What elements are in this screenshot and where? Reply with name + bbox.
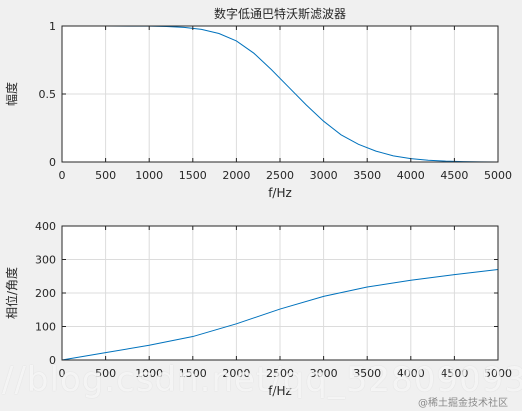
- magnitude-ytick-label-2: 1: [49, 20, 56, 33]
- magnitude-xtick-label-2: 1000: [135, 169, 163, 182]
- magnitude-xtick-label-5: 2500: [266, 169, 294, 182]
- magnitude-ylabel: 幅度: [4, 82, 19, 106]
- phase-xtick-label-2: 1000: [135, 367, 163, 380]
- magnitude-xlabel: f/Hz: [268, 186, 292, 200]
- magnitude-ytick-label-1: 0.5: [39, 88, 57, 101]
- phase-xtick-label-6: 3000: [310, 367, 338, 380]
- magnitude-xtick-label-10: 5000: [484, 169, 512, 182]
- magnitude-xtick-label-4: 2000: [222, 169, 250, 182]
- magnitude-xtick-label-9: 4500: [440, 169, 468, 182]
- magnitude-xtick-label-6: 3000: [310, 169, 338, 182]
- phase-xtick-label-4: 2000: [222, 367, 250, 380]
- phase-xlabel: f/Hz: [268, 384, 292, 398]
- phase-ytick-label-4: 400: [35, 220, 56, 233]
- phase-xtick-label-3: 1500: [179, 367, 207, 380]
- phase-xtick-label-0: 0: [59, 367, 66, 380]
- phase-xtick-label-9: 4500: [440, 367, 468, 380]
- phase-ytick-label-2: 200: [35, 287, 56, 300]
- magnitude-xtick-label-1: 500: [95, 169, 116, 182]
- phase-xtick-label-7: 3500: [353, 367, 381, 380]
- phase-xtick-label-10: 5000: [484, 367, 512, 380]
- phase-ylabel: 相位/角度: [4, 267, 19, 319]
- magnitude-xtick-label-8: 4000: [397, 169, 425, 182]
- phase-xtick-label-1: 500: [95, 367, 116, 380]
- phase-xtick-label-8: 4000: [397, 367, 425, 380]
- magnitude-ytick-label-0: 0: [49, 156, 56, 169]
- magnitude-title: 数字低通巴特沃斯滤波器: [214, 6, 346, 21]
- phase-ytick-label-3: 300: [35, 254, 56, 267]
- magnitude-series-line-0: [62, 25, 499, 163]
- magnitude-xtick-label-7: 3500: [353, 169, 381, 182]
- phase-ytick-label-1: 100: [35, 321, 56, 334]
- magnitude-plot: 0 500 1000 1500 2000 2500 3000 3500 4000 4500 5000…: [4, 6, 512, 200]
- phase-series-line-0: [61, 269, 499, 361]
- phase-xtick-label-5: 2500: [266, 367, 294, 380]
- phase-plot: 0 500 1000 1500 2000 2500 3000 3500 4000 4500 5000…: [4, 220, 512, 398]
- phase-ytick-label-0: 0: [49, 354, 56, 367]
- magnitude-xtick-label-3: 1500: [179, 169, 207, 182]
- magnitude-xtick-label-0: 0: [59, 169, 66, 182]
